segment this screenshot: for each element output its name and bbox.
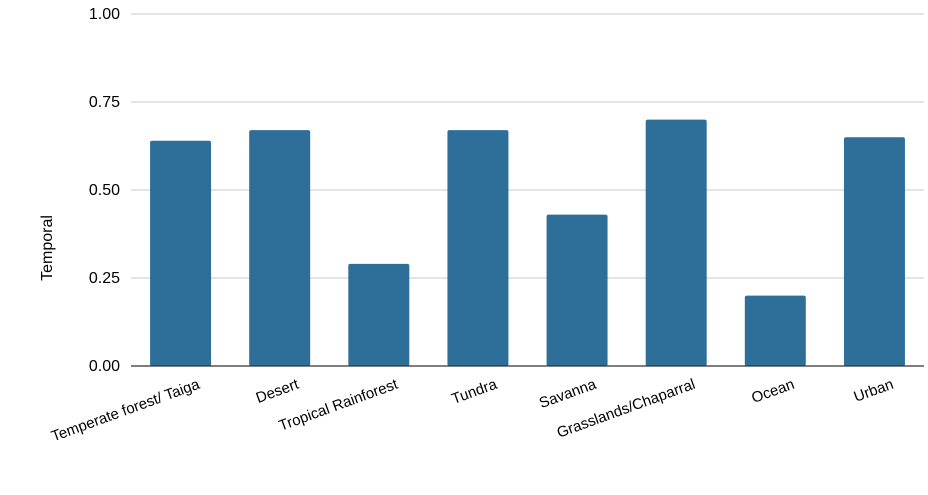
y-tick-label: 0.50	[89, 182, 120, 199]
bar	[546, 214, 608, 366]
x-tick-label: Urban	[852, 376, 896, 406]
y-axis-ticks: 0.00 0.25 0.50 0.75 1.00	[89, 6, 120, 375]
x-tick-label: Desert	[254, 376, 302, 407]
y-axis-title: Temporal	[39, 215, 56, 281]
x-tick-label: Ocean	[749, 376, 796, 407]
y-tick-label: 0.25	[89, 270, 120, 287]
y-tick-label: 0.75	[89, 94, 120, 111]
x-tick-label: Savanna	[537, 376, 599, 412]
bars	[150, 119, 905, 366]
y-tick-label: 0.00	[89, 358, 120, 375]
bar	[150, 140, 212, 366]
bar	[843, 137, 905, 366]
x-tick-label: Temperate forest/ Taiga	[49, 376, 202, 446]
bar	[447, 130, 509, 366]
bar	[744, 295, 806, 366]
y-tick-label: 1.00	[89, 6, 120, 23]
bar	[348, 263, 410, 366]
bar	[645, 119, 707, 366]
x-tick-label: Tundra	[449, 376, 500, 408]
bar	[249, 130, 311, 366]
